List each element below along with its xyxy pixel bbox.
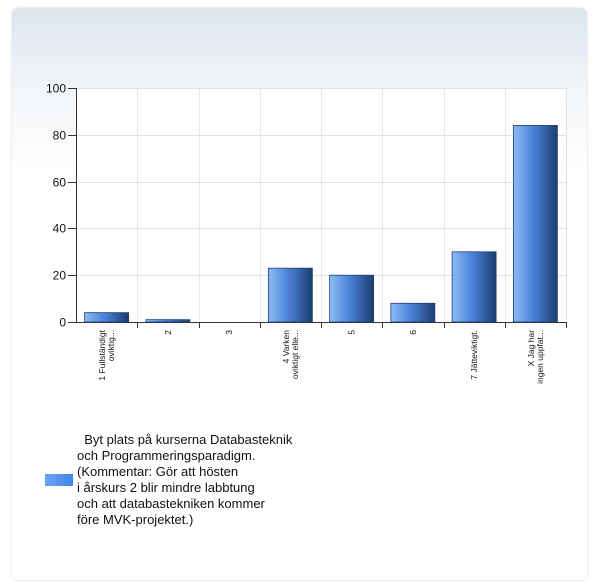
bar (267, 267, 313, 323)
x-tick-label: 6 (408, 330, 418, 335)
bars (84, 125, 558, 323)
y-tick-label: 20 (53, 269, 67, 283)
y-tick-label: 0 (59, 316, 66, 330)
x-tick-label: 5 (347, 330, 357, 335)
x-tick-label: X Jag har (526, 330, 536, 367)
bar (512, 125, 558, 323)
x-tick-label: 3 (224, 330, 234, 335)
y-tick-label: 80 (53, 129, 67, 143)
axes (68, 88, 567, 328)
y-tick-label: 60 (53, 176, 67, 190)
x-tick-label: 4 Varken (281, 330, 291, 364)
x-tick-label: oviktigt elle... (290, 330, 300, 379)
x-tick-label: ingen uppfat... (535, 330, 545, 384)
x-tick-label: 7 Jätteviktigt. (469, 330, 479, 380)
x-tick-label: 1 Fullständigt (97, 329, 107, 380)
axis-labels: 0 20 40 60 80 100 1 Fullständigt oviktig... 2 3 4 … (46, 82, 545, 384)
legend-swatch (45, 474, 73, 486)
x-tick-label: oviktig... (106, 330, 116, 361)
legend-label: Byt plats på kurserna Databasteknik och … (77, 432, 293, 527)
bar (329, 274, 375, 323)
bar (84, 312, 130, 323)
bar (451, 251, 497, 323)
x-tick-label: 2 (163, 330, 173, 335)
bar (145, 319, 191, 323)
legend: Byt plats på kurserna Databasteknik och … (45, 432, 292, 528)
bar (390, 302, 436, 323)
y-tick-label: 40 (53, 222, 67, 236)
y-tick-label: 100 (46, 82, 66, 96)
